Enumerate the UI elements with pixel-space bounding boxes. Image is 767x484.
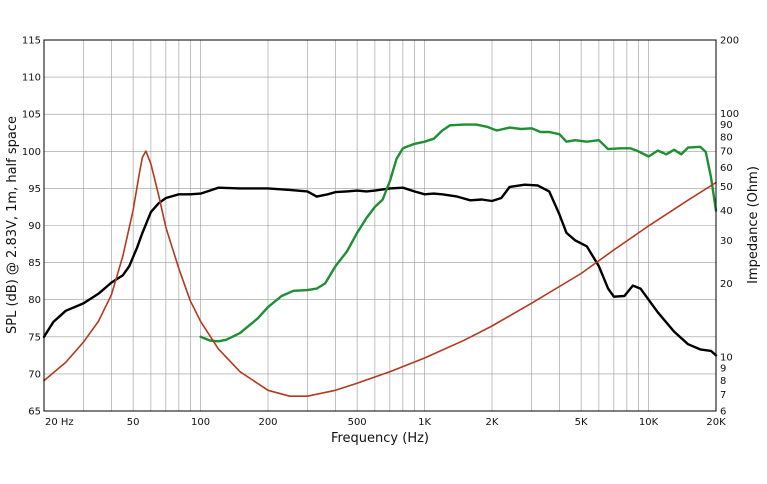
y-tick-label: 115 [22, 36, 41, 47]
y-tick-label: 70 [28, 369, 41, 380]
x-tick-label: 2K [486, 417, 499, 428]
plot-frame [43, 39, 717, 412]
series-line-0 [42, 183, 718, 357]
y2-tick-label: 7 [720, 390, 726, 401]
y2-tick-label: 80 [720, 132, 733, 143]
series-line-2 [43, 150, 717, 397]
x-tick-label: 1K [418, 417, 431, 428]
y-tick-label: 65 [28, 407, 41, 418]
y2-tick-label: 60 [720, 163, 733, 174]
x-tick-label: 100 [191, 417, 210, 428]
y-tick-label: 110 [22, 73, 41, 84]
y-tick-label: 75 [28, 332, 41, 343]
x-axis-title: Frequency (Hz) [331, 431, 429, 446]
y2-tick-label: 10 [720, 352, 733, 363]
y2-tick-label: 50 [720, 182, 733, 193]
tick-labels: 20 Hz 50 100 200 500 1K 2K 5K 10K 20K 65 70 75 80 85 90… [22, 36, 739, 429]
y-tick-label: 90 [28, 221, 41, 232]
series-layer [42, 123, 718, 397]
x-tick-label: 200 [258, 417, 277, 428]
y-tick-label: 85 [28, 258, 41, 269]
y2-tick-label: 40 [720, 206, 733, 217]
x-tick-label: 50 [127, 417, 140, 428]
y-tick-label: 95 [28, 184, 41, 195]
y-tick-label: 80 [28, 295, 41, 306]
y2-tick-label: 8 [720, 376, 726, 387]
y2-tick-label: 6 [720, 407, 726, 418]
y-tick-label: 100 [22, 147, 41, 158]
y2-tick-label: 70 [720, 147, 733, 158]
y2-tick-label: 30 [720, 236, 733, 247]
y2-tick-label: 100 [720, 109, 739, 120]
series-line-1 [199, 123, 718, 343]
y2-tick-label: 20 [720, 279, 733, 290]
x-tick-label: 10K [639, 417, 659, 428]
x-tick-label: 5K [575, 417, 588, 428]
x-tick-label: 20 Hz [45, 417, 74, 428]
x-tick-label: 20K [706, 417, 726, 428]
y2-axis-title: Impedance (Ohm) [746, 166, 761, 284]
y2-tick-label: 9 [720, 364, 726, 375]
y2-tick-label: 90 [720, 120, 733, 131]
y-tick-label: 105 [22, 110, 41, 121]
y-axis-title: SPL (dB) @ 2.83V, 1m, half space [5, 116, 20, 334]
x-tick-label: 500 [348, 417, 367, 428]
y2-tick-label: 200 [720, 36, 739, 47]
